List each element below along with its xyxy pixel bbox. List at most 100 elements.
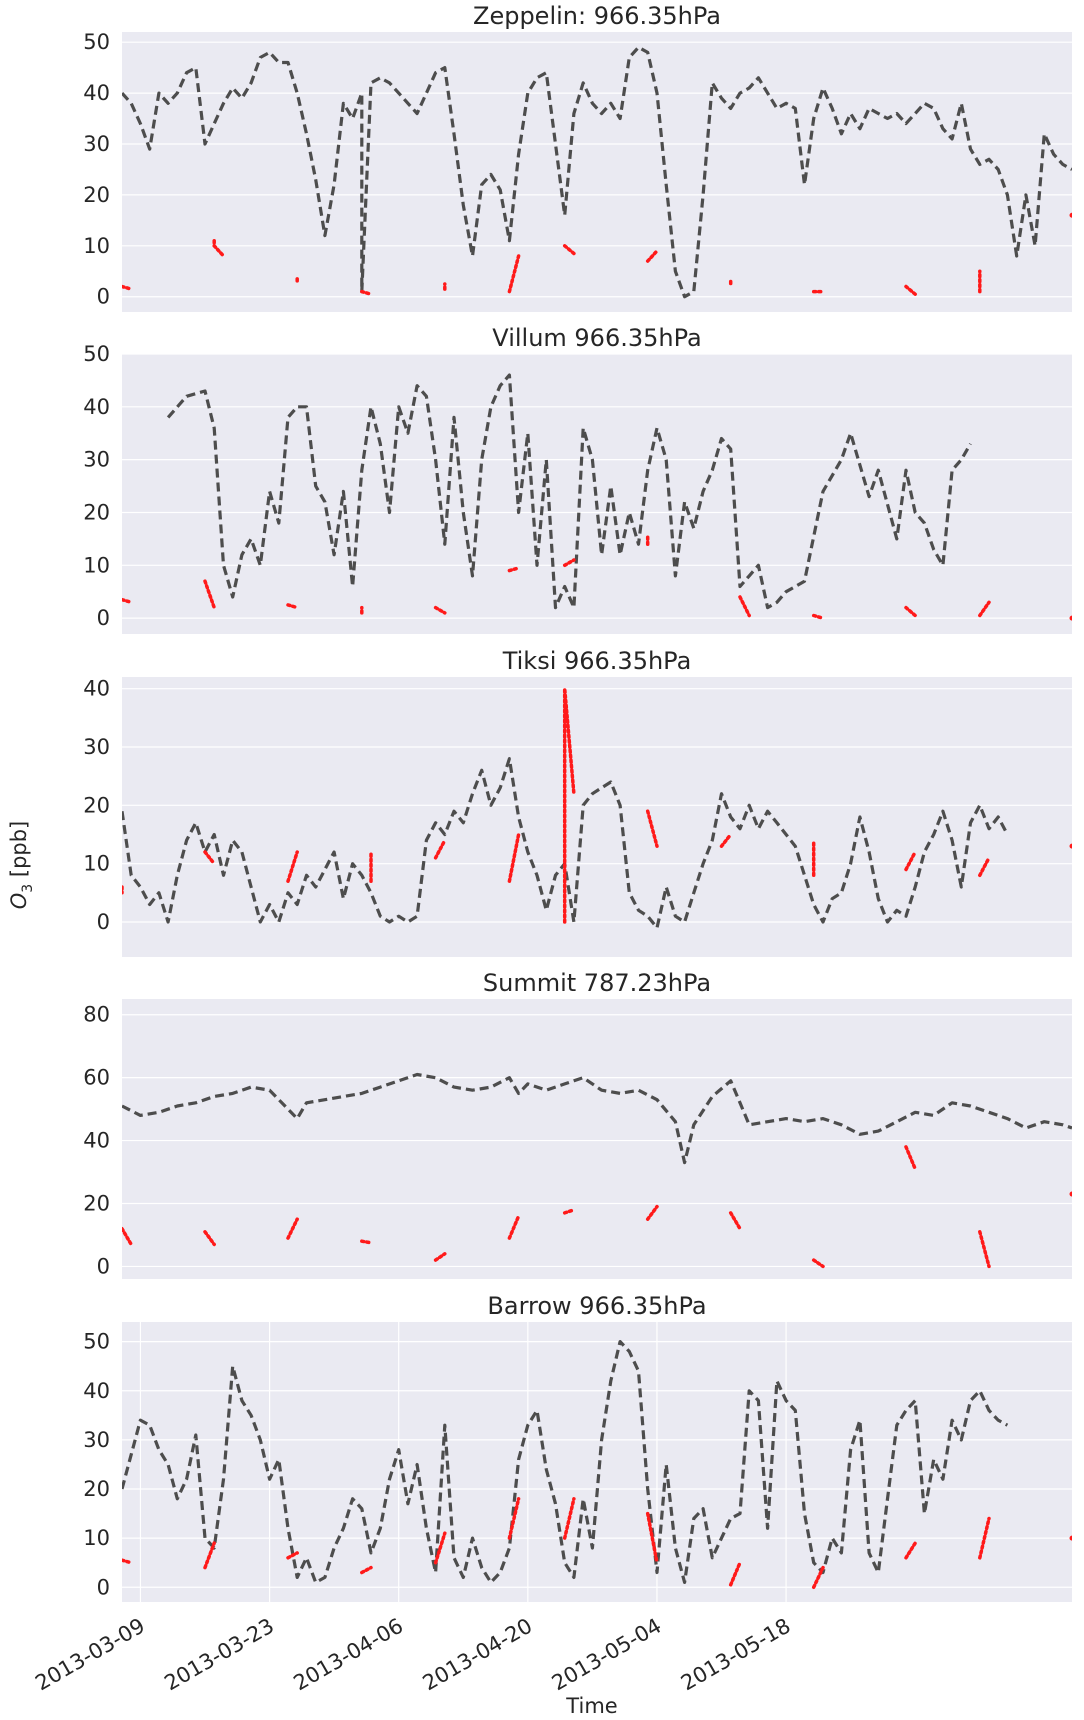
- y-tick-label: 30: [83, 132, 110, 156]
- observed-series-segment: [203, 579, 216, 610]
- observed-series-segment: [904, 1145, 917, 1171]
- observed-series-segment: [645, 1204, 659, 1221]
- y-tick-label: 20: [83, 1477, 110, 1501]
- y-tick-label: 30: [83, 1428, 110, 1452]
- model-series-line: [122, 1340, 1009, 1584]
- observed-series-segment: [507, 1214, 521, 1240]
- y-tick-label: 0: [97, 910, 110, 934]
- y-tick-label: 40: [83, 395, 110, 419]
- observed-series-segment: [122, 1558, 133, 1565]
- observed-series-segment: [286, 850, 299, 883]
- observed-series-segment: [122, 597, 133, 605]
- observed-series-segment: [904, 284, 917, 296]
- observed-series-segment: [645, 1511, 659, 1565]
- observed-point: [1069, 212, 1072, 218]
- observed-series-segment: [562, 1208, 576, 1215]
- observed-series-segment: [728, 1560, 742, 1587]
- y-tick-label: 20: [83, 793, 110, 817]
- panel-title: Tiksi 966.35hPa: [502, 647, 692, 675]
- observed-series-segment: [811, 1565, 825, 1590]
- x-tick-label: 2013-04-20: [419, 1614, 537, 1696]
- y-tick-label: 0: [97, 285, 110, 309]
- observed-series-segment: [433, 1531, 447, 1565]
- plot-area: [122, 1072, 1072, 1269]
- model-series-line: [122, 45, 1072, 299]
- observed-series-segment: [122, 284, 133, 291]
- x-tick-label: 2013-05-18: [677, 1614, 795, 1696]
- y-tick-label: 0: [97, 606, 110, 630]
- observed-series-segment: [286, 603, 299, 610]
- observed-series-segment: [203, 1230, 216, 1247]
- observed-series-segment: [738, 595, 751, 618]
- y-tick-label: 0: [97, 1575, 110, 1599]
- observed-series-segment: [978, 1516, 991, 1560]
- plot-area: [122, 45, 1072, 299]
- x-tick-label: 2013-04-06: [290, 1614, 408, 1696]
- observed-series-segment: [904, 850, 917, 872]
- x-axis-label: Time: [565, 1694, 617, 1718]
- observed-series-segment: [212, 238, 226, 258]
- y-tick-label: 10: [83, 234, 110, 258]
- y-tick-label: 10: [83, 852, 110, 876]
- y-tick-label: 0: [97, 1254, 110, 1278]
- plot-background: [122, 999, 1072, 1279]
- panel-barrow: 0 10 20 30 40 50 2013-03-09 2013-03-23 2013-04-0…: [31, 1292, 1072, 1696]
- observed-point: [1069, 843, 1072, 849]
- observed-series-segment: [719, 832, 733, 848]
- observed-point: [1069, 1191, 1072, 1197]
- observed-series-segment: [507, 832, 521, 883]
- observed-point: [1069, 1535, 1072, 1541]
- y-tick-label: 20: [83, 1191, 110, 1215]
- observed-series-segment: [811, 1258, 825, 1269]
- model-series-line: [122, 1072, 1072, 1165]
- observed-series-segment: [286, 1551, 299, 1560]
- observed-series-segment: [433, 605, 447, 615]
- y-tick-label: 40: [83, 1129, 110, 1153]
- y-tick-label: 80: [83, 1003, 110, 1027]
- observed-series-segment: [904, 605, 917, 618]
- y-axis-label: O3 [ppb]: [7, 821, 36, 910]
- plot-background: [122, 32, 1072, 312]
- y-tick-label: 60: [83, 1066, 110, 1090]
- observed-series-segment: [507, 1497, 521, 1540]
- y-tick-label: 20: [83, 500, 110, 524]
- observed-series-segment: [122, 1226, 133, 1247]
- observed-series-segment: [728, 1211, 742, 1231]
- y-tick-label: 30: [83, 448, 110, 472]
- y-tick-label: 40: [83, 677, 110, 701]
- y-tick-label: 50: [83, 30, 110, 54]
- panel-title: Zeppelin: 966.35hPa: [473, 2, 721, 30]
- observed-series-segment: [811, 613, 825, 620]
- observed-series-segment: [978, 1230, 991, 1269]
- observed-series-segment: [360, 289, 373, 296]
- y-tick-label: 30: [83, 735, 110, 759]
- observed-series-segment: [978, 856, 991, 878]
- observed-series-segment: [562, 244, 576, 256]
- observed-series-segment: [203, 1541, 216, 1570]
- y-tick-label: 20: [83, 183, 110, 207]
- observed-series-segment: [360, 1239, 373, 1245]
- observed-series-segment: [562, 558, 576, 568]
- plot-area: [122, 1340, 1072, 1590]
- observed-series-segment: [203, 850, 216, 866]
- y-tick-label: 40: [83, 81, 110, 105]
- observed-series-segment: [360, 1565, 373, 1575]
- observed-series-segment: [433, 838, 447, 860]
- observed-series-segment: [286, 1217, 299, 1240]
- observed-series-segment: [904, 1541, 917, 1560]
- x-tick-label: 2013-05-04: [548, 1614, 666, 1696]
- panel-summit: 0 20 40 60 80 Summit 787.23hPa: [83, 969, 1072, 1279]
- observed-series-segment: [645, 249, 659, 263]
- plot-background: [122, 1322, 1072, 1602]
- panel-villum: 0 10 20 30 40 50 Villum 966.35hPa: [83, 324, 1072, 634]
- observed-point: [1069, 615, 1072, 621]
- y-tick-label: 50: [83, 1330, 110, 1354]
- plot-background: [122, 677, 1072, 957]
- y-tick-label: 40: [83, 1379, 110, 1403]
- plot-area: [122, 373, 1072, 621]
- observed-series-segment: [507, 566, 521, 573]
- panel-title: Barrow 966.35hPa: [487, 1292, 706, 1320]
- y-tick-label: 10: [83, 1526, 110, 1550]
- observed-series-segment: [645, 809, 659, 848]
